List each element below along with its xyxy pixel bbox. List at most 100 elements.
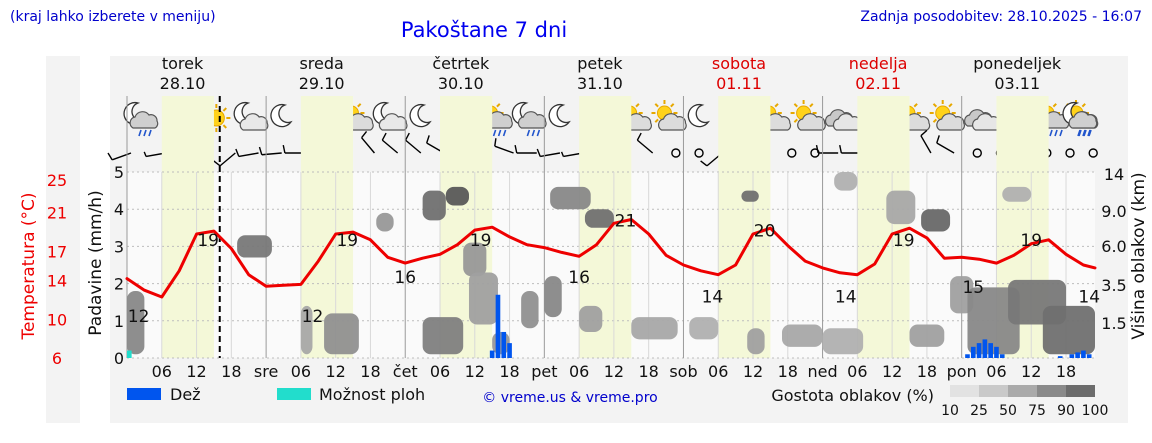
cloud-patch bbox=[579, 305, 603, 332]
temperature-label: 14 bbox=[1078, 288, 1100, 308]
moon-crescent bbox=[548, 103, 571, 128]
day-name: ponedeljek bbox=[973, 54, 1062, 73]
rain-drop bbox=[492, 129, 497, 137]
temp-tick: 6 bbox=[52, 349, 62, 368]
cloud-patch bbox=[468, 272, 498, 325]
x-hour-tick: 06 bbox=[291, 362, 311, 381]
barb-staff bbox=[361, 137, 375, 154]
sun-cloud-icon bbox=[790, 100, 826, 131]
temperature-label: 16 bbox=[568, 268, 590, 288]
barb-feather bbox=[381, 132, 387, 141]
day-date: 03.11 bbox=[994, 74, 1040, 93]
temp-tick: 21 bbox=[47, 204, 67, 223]
rain-drop bbox=[497, 129, 502, 137]
cloud-height-tick: 3.5 bbox=[1101, 276, 1126, 295]
temperature-label: 19 bbox=[336, 231, 358, 251]
sun-ray bbox=[932, 103, 938, 108]
wind-barb bbox=[694, 148, 704, 158]
rain-bar bbox=[976, 343, 982, 358]
cloud-shape bbox=[517, 111, 547, 129]
x-hour-tick: 06 bbox=[708, 362, 728, 381]
moon-rain-icon bbox=[511, 101, 547, 137]
wind-barb bbox=[972, 148, 982, 158]
temperature-label: 19 bbox=[470, 231, 492, 251]
cloud-patch bbox=[492, 331, 510, 355]
density-swatch bbox=[1008, 385, 1037, 397]
barb-staff bbox=[219, 152, 236, 167]
density-swatch bbox=[1066, 385, 1095, 397]
barb-feather bbox=[213, 160, 221, 167]
cloud-patch bbox=[324, 313, 359, 355]
cloud-patch bbox=[822, 328, 864, 355]
barb-feather bbox=[936, 135, 940, 144]
x-day-abbrev: sre bbox=[254, 362, 278, 381]
density-swatch bbox=[1037, 385, 1066, 397]
wind-barb bbox=[1088, 148, 1098, 158]
cloud-patch bbox=[781, 324, 823, 347]
rain-drop bbox=[1087, 129, 1091, 137]
density-swatch bbox=[979, 385, 1008, 397]
rain-bar bbox=[1086, 354, 1092, 358]
rain-drop bbox=[148, 129, 152, 137]
cloud-patch bbox=[422, 317, 464, 355]
x-hour-tick: 06 bbox=[986, 362, 1006, 381]
rain-drop bbox=[536, 129, 541, 137]
x-hour-tick: 12 bbox=[743, 362, 763, 381]
temp-tick: 14 bbox=[47, 272, 67, 291]
barb-feather bbox=[235, 148, 240, 157]
rain-bar bbox=[994, 346, 999, 358]
rain-bar bbox=[999, 354, 1005, 358]
precip-tick: 1 bbox=[114, 312, 124, 331]
density-tick: 75 bbox=[1028, 403, 1046, 419]
rain-drop bbox=[1054, 129, 1058, 137]
density-tick: 50 bbox=[999, 403, 1017, 419]
cloud-shape bbox=[1068, 111, 1098, 129]
sun-ray bbox=[1081, 103, 1086, 108]
rain-bar bbox=[965, 354, 970, 358]
precip-tick: 5 bbox=[114, 163, 124, 182]
menu-hint[interactable]: (kraj lahko izberete v meniju) bbox=[10, 9, 216, 25]
rain-bar bbox=[495, 294, 501, 358]
temperature-label: 12 bbox=[302, 307, 324, 327]
cloud-height-tick: 1.5 bbox=[1101, 314, 1126, 333]
cloud-patch bbox=[127, 291, 145, 355]
cloud-height-axis-label: Višina oblakov (km) bbox=[1129, 172, 1149, 339]
precipitation-bars bbox=[127, 294, 1092, 358]
rain-drop bbox=[143, 129, 147, 137]
cloud-patch bbox=[445, 186, 469, 206]
cloud-patch bbox=[1042, 305, 1095, 355]
moon-cloud-icon bbox=[233, 101, 269, 131]
barb-feather bbox=[920, 129, 928, 137]
page-title: Pakoštane 7 dni bbox=[401, 18, 567, 42]
moon-icon bbox=[687, 103, 710, 128]
rain-drop bbox=[138, 129, 142, 137]
barb-feather bbox=[143, 151, 147, 157]
barb-feather bbox=[560, 151, 565, 157]
daytime-band bbox=[857, 96, 910, 358]
barb-staff bbox=[636, 139, 654, 154]
cloud-patch bbox=[463, 242, 487, 277]
wind-barb bbox=[107, 152, 132, 161]
cloud-patch bbox=[834, 172, 858, 191]
temperature-value-labels: 12 19 12 19 16 19 16 21 14 20 14 19 15 19 14 bbox=[128, 212, 1100, 327]
temperature-label: 19 bbox=[893, 231, 915, 251]
rain-drop bbox=[1078, 129, 1082, 137]
wind-barb bbox=[671, 148, 681, 158]
cloud-patch bbox=[921, 209, 951, 232]
temperature-line-layer bbox=[125, 218, 1097, 299]
day-name: nedelja bbox=[849, 54, 908, 73]
density-tick: 100 bbox=[1082, 403, 1109, 419]
legend: Dež Možnost ploh © vreme.us & vreme.pro Gos… bbox=[127, 385, 1108, 419]
cloud-shape bbox=[129, 111, 159, 129]
wind-barb bbox=[787, 148, 797, 158]
density-tick: 90 bbox=[1057, 403, 1075, 419]
cloud-patch bbox=[376, 212, 394, 232]
x-hour-tick: 06 bbox=[569, 362, 589, 381]
legend-rain-swatch bbox=[127, 388, 161, 400]
moon-crescent bbox=[409, 103, 432, 128]
temp-tick: 17 bbox=[47, 242, 67, 261]
rain-drop bbox=[1088, 129, 1092, 137]
calm-circle bbox=[1065, 148, 1075, 158]
sun-ray bbox=[222, 107, 227, 112]
cloud-shape bbox=[936, 113, 965, 131]
